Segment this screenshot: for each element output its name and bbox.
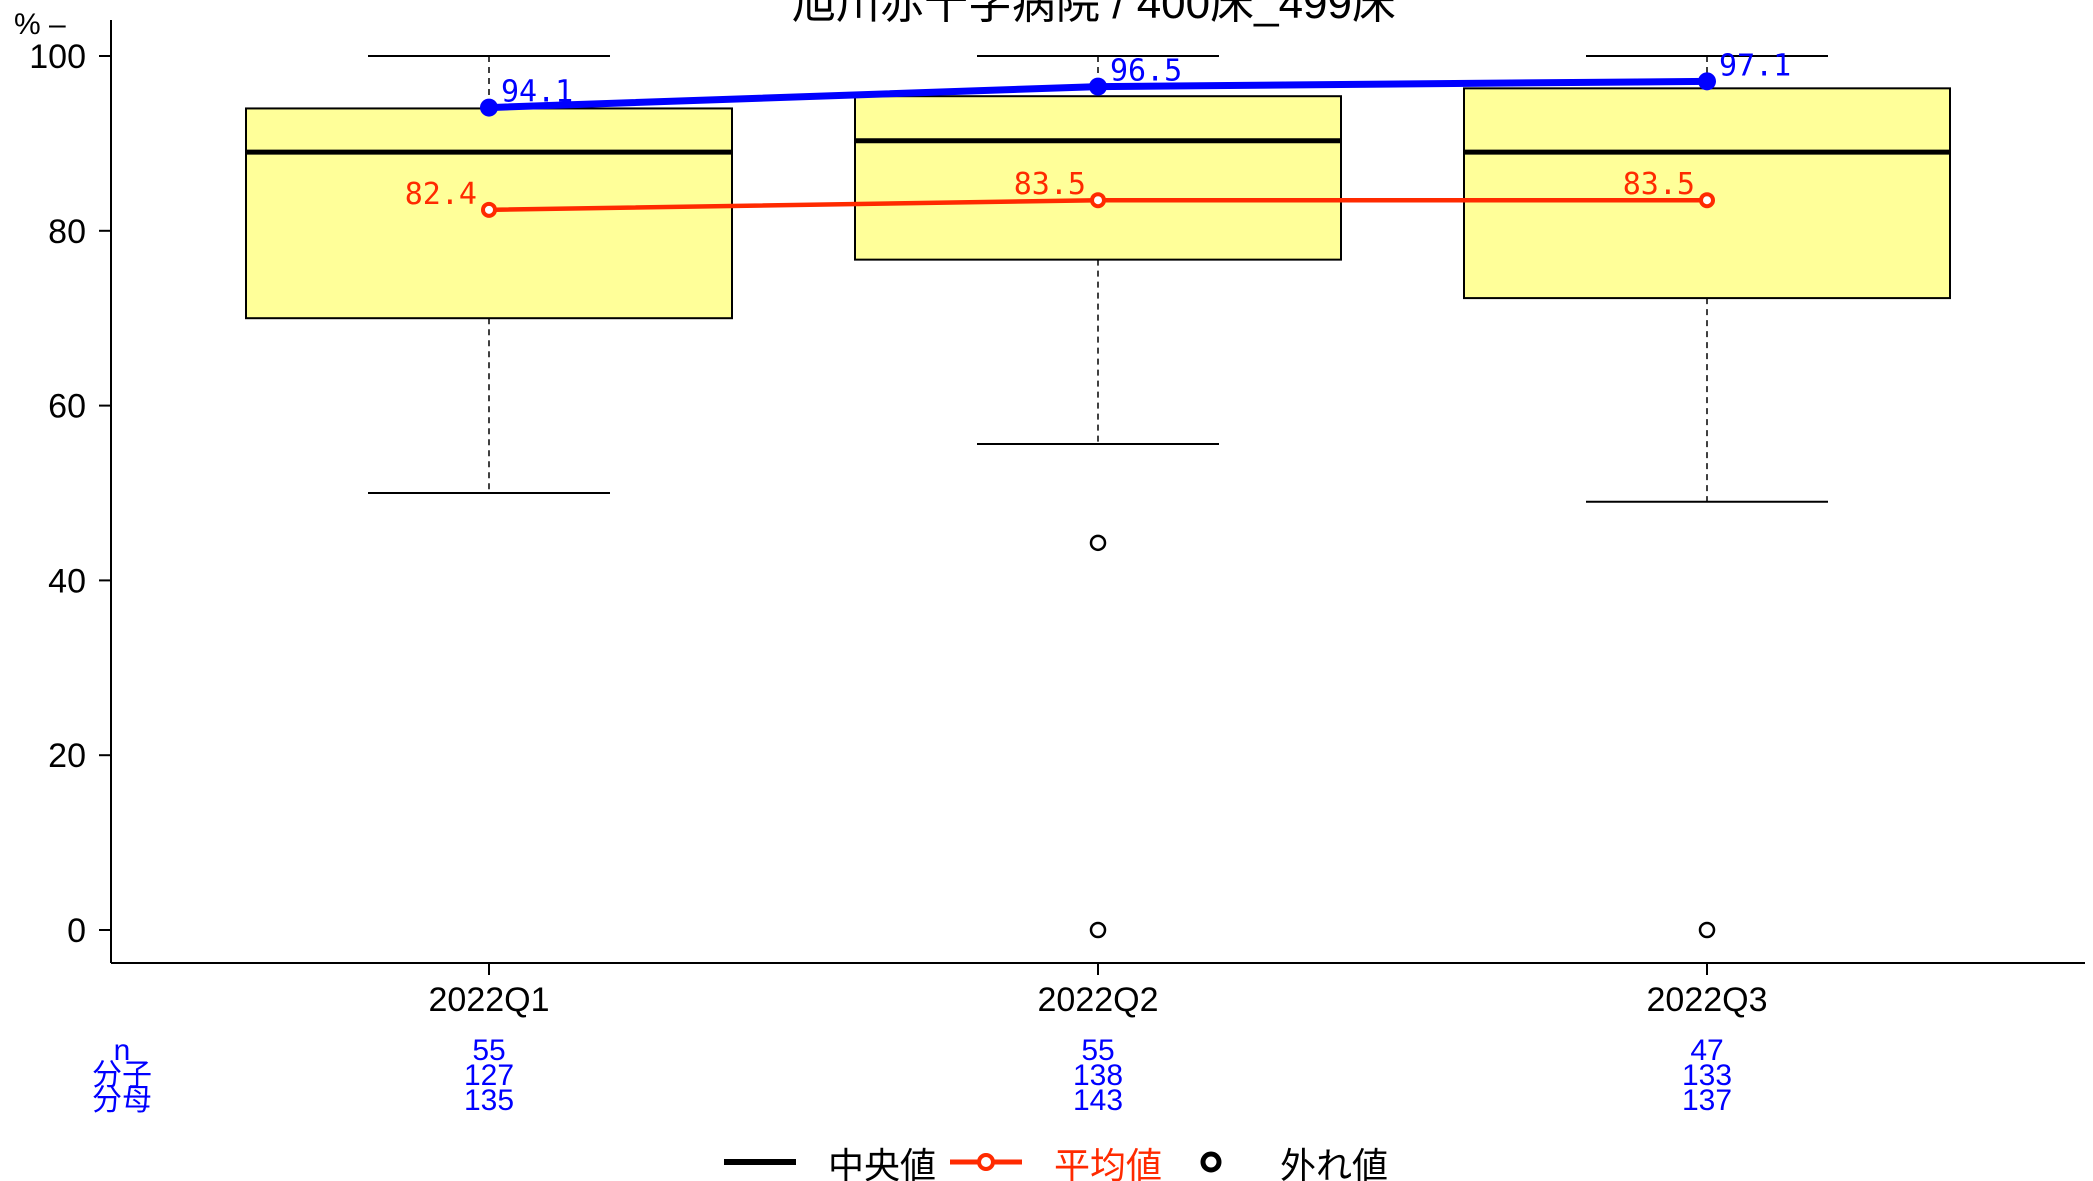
table-cell: 143 <box>1073 1084 1123 1117</box>
data-label: 83.5 <box>1014 167 1086 202</box>
series-point <box>480 98 498 117</box>
series-point <box>1089 77 1107 96</box>
table-cell: 127 <box>464 1059 514 1092</box>
table-cell: 135 <box>464 1084 514 1117</box>
box-body <box>854 95 1342 261</box>
outlier-point <box>1089 921 1107 939</box>
table-row-label: 分母 <box>92 1084 152 1117</box>
legend: 中央値 平均値 外れ値 <box>724 1145 1388 1181</box>
series-point <box>1698 72 1716 91</box>
box-2022Q1 <box>245 55 733 494</box>
data-label: 96.5 <box>1110 54 1182 89</box>
chart-title: 旭川赤十字病院 / 400床_499床 <box>792 0 1396 28</box>
y-tick-label: 80 <box>48 213 86 251</box>
series-1: 94.1 96.5 97.1 <box>480 48 1791 117</box>
box-2022Q2 <box>854 55 1342 939</box>
y-tick-label: 20 <box>48 737 86 775</box>
table-cell: 55 <box>1081 1034 1114 1067</box>
legend-mean-point <box>977 1153 995 1171</box>
line-series: 94.1 96.5 97.1 82.4 83.5 83.5 <box>405 48 1791 218</box>
series-point <box>1699 192 1715 209</box>
legend-mean-label: 平均値 <box>1054 1145 1162 1181</box>
legend-median-label: 中央値 <box>828 1145 936 1181</box>
data-label: 82.4 <box>405 177 477 212</box>
outlier-point <box>1698 921 1716 939</box>
series-point <box>481 201 497 218</box>
data-label: 94.1 <box>501 75 573 110</box>
table-cell: 55 <box>472 1034 505 1067</box>
box-2022Q3 <box>1463 55 1951 939</box>
data-label: 97.1 <box>1719 48 1791 83</box>
table-cell: 137 <box>1682 1084 1732 1117</box>
series-2: 82.4 83.5 83.5 <box>405 167 1715 218</box>
table-cell: 138 <box>1073 1059 1123 1092</box>
outlier-point <box>1089 534 1107 552</box>
table-row-label: 分子 <box>92 1059 152 1092</box>
y-tick-label: 100 <box>29 38 86 76</box>
x-tick-label: 2022Q2 <box>1038 981 1159 1019</box>
table-cell: 133 <box>1682 1059 1732 1092</box>
count-table: n 55 55 47 分子 127 138 133 分母 135 143 137 <box>92 1034 1732 1117</box>
series-point <box>1090 192 1106 209</box>
table-row-label: n <box>114 1034 131 1067</box>
y-tick-label: 0 <box>67 912 86 950</box>
y-tick-label: 40 <box>48 562 86 600</box>
data-label: 83.5 <box>1623 167 1695 202</box>
legend-outlier-swatch <box>1200 1151 1222 1173</box>
table-cell: 47 <box>1690 1034 1723 1067</box>
y-ticks: 0 20 40 60 80 100 <box>29 38 111 950</box>
box-plots <box>245 55 1951 939</box>
legend-outlier-label: 外れ値 <box>1280 1145 1388 1181</box>
x-tick-label: 2022Q3 <box>1647 981 1768 1019</box>
x-tick-label: 2022Q1 <box>429 981 550 1019</box>
y-axis-unit: % – <box>14 8 66 41</box>
y-tick-label: 60 <box>48 388 86 426</box>
x-categories: 2022Q1 2022Q2 2022Q3 <box>429 963 1768 1019</box>
